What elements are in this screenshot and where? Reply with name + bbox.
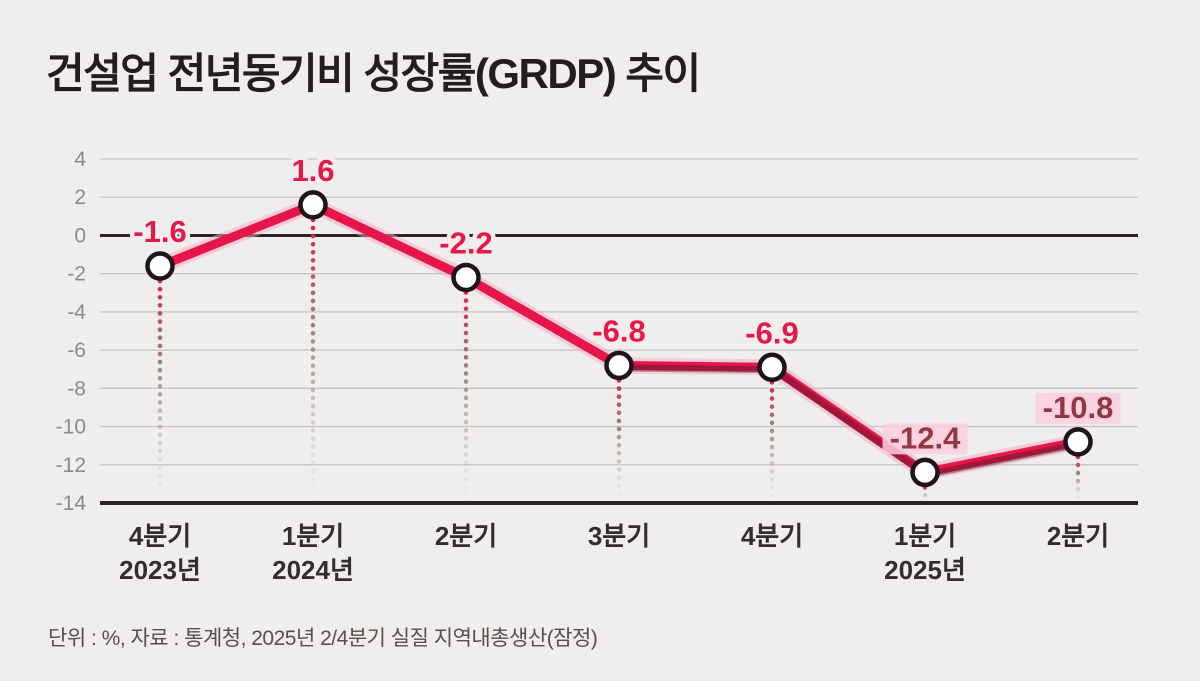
x-year-label: 2024년 [272, 555, 354, 585]
y-tick-label: -2 [67, 263, 86, 286]
x-tick-label: 2분기 [435, 521, 497, 551]
y-tick-label: 2 [74, 186, 86, 209]
data-point-marker [451, 262, 481, 293]
y-tick-label: 0 [74, 224, 86, 247]
data-point-marker [910, 457, 940, 488]
x-tick-label: 4분기 [741, 521, 803, 551]
data-point-marker [1063, 427, 1093, 457]
y-tick-label: -12 [56, 454, 86, 477]
gridlines: 4 2 0 -2 -4 -6 -8 -10 -12 -14 [56, 148, 1138, 515]
value-label: 1.6 [291, 153, 334, 188]
value-label-highlight [882, 423, 968, 455]
source-note: 단위 : %, 자료 : 통계청, 2025년 2/4분기 실질 지역내총생산(… [48, 627, 598, 650]
data-line-shadow [617, 364, 1083, 479]
x-tick-label: 4분기 [129, 521, 191, 551]
y-tick-label: -10 [56, 416, 86, 439]
data-point-marker [298, 190, 328, 220]
value-label-highlight [1035, 392, 1121, 424]
value-label: -1.6 [133, 214, 186, 249]
x-year-label: 2025년 [884, 555, 966, 585]
value-label: -6.8 [592, 313, 645, 348]
y-tick-label: -4 [67, 301, 86, 324]
x-tick-label: 3분기 [588, 521, 650, 551]
leader-lines [157, 217, 1081, 501]
x-year-label: 2023년 [119, 555, 201, 585]
data-point-marker [757, 352, 787, 383]
y-tick-label: 4 [74, 148, 86, 171]
value-label: -6.9 [745, 315, 798, 350]
x-tick-label: 1분기 [282, 521, 344, 551]
y-tick-label: -6 [67, 339, 86, 362]
data-point-marker [604, 350, 634, 381]
value-label: -12.4 [890, 420, 961, 455]
x-tick-label: 2분기 [1047, 521, 1109, 551]
x-tick-label: 1분기 [894, 521, 956, 551]
value-label: -10.8 [1043, 390, 1114, 425]
value-label: -2.2 [439, 225, 492, 260]
chart-title: 건설업 전년동기비 성장률(GRDP) 추이 [46, 50, 701, 97]
data-point-marker [145, 251, 175, 281]
y-tick-label: -8 [67, 377, 86, 400]
y-tick-label: -14 [56, 492, 87, 515]
